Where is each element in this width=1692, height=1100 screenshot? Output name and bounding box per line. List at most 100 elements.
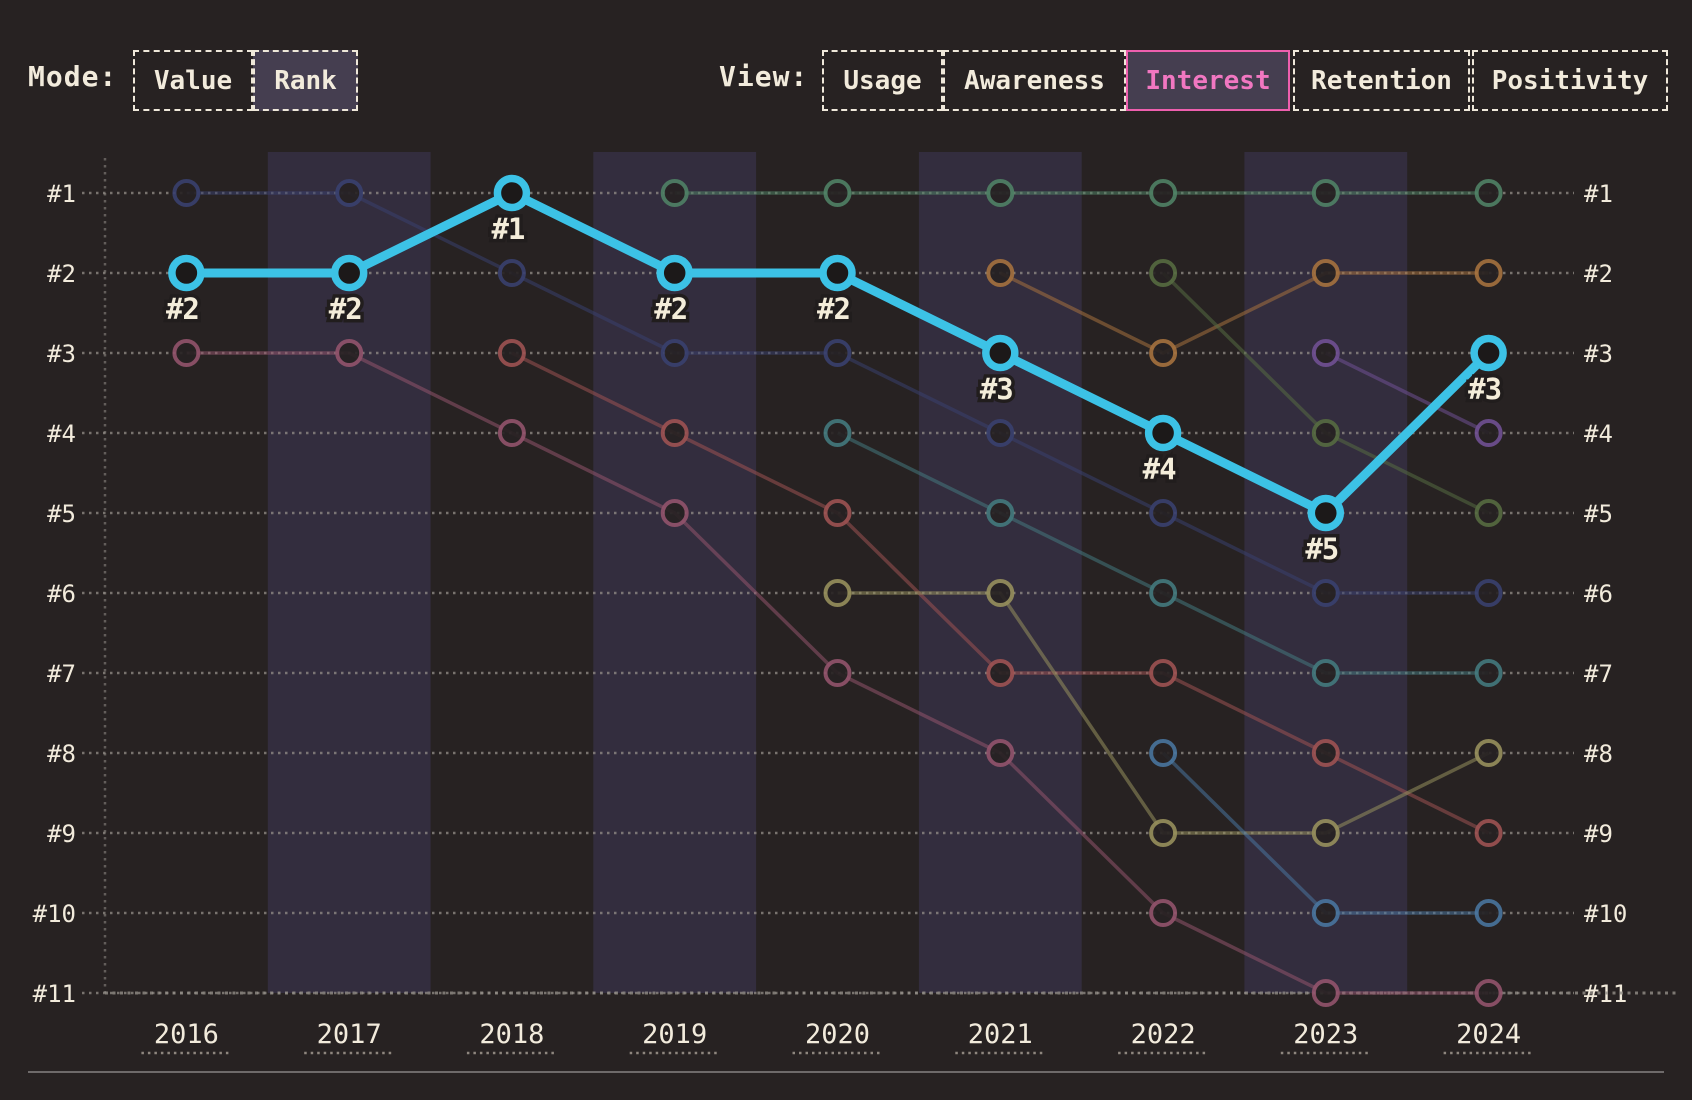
red-series-point[interactable] — [660, 419, 689, 447]
highlighted-series-point[interactable] — [1470, 334, 1507, 372]
navy-series-point[interactable] — [660, 339, 689, 367]
red-series-point[interactable] — [1149, 659, 1178, 687]
y-label-left-9: #9 — [47, 820, 76, 848]
view-option-awareness[interactable]: Awareness — [943, 50, 1126, 111]
navy-series-point[interactable] — [1311, 579, 1340, 607]
green-series-point[interactable] — [986, 179, 1015, 207]
darkgreen-series[interactable] — [1149, 259, 1503, 527]
highlighted-series-point[interactable] — [819, 254, 856, 292]
khaki-series-point[interactable] — [986, 579, 1015, 607]
highlighted-series-point-label: #4 — [1143, 452, 1176, 486]
highlighted-series-point[interactable] — [656, 254, 693, 292]
x-label-2021[interactable]: 2021 — [968, 1019, 1033, 1050]
highlighted-series-point[interactable] — [330, 254, 368, 292]
rose-series-point[interactable] — [172, 339, 201, 367]
y-label-left-2: #2 — [47, 260, 76, 288]
mode-option-rank[interactable]: Rank — [253, 50, 358, 111]
x-label-2016[interactable]: 2016 — [154, 1019, 219, 1050]
teal-series[interactable] — [823, 419, 1503, 687]
rose-series-point[interactable] — [823, 659, 852, 687]
khaki-series-point[interactable] — [1311, 819, 1340, 847]
view-option-retention[interactable]: Retention — [1293, 50, 1470, 111]
y-label-right-4: #4 — [1584, 420, 1613, 448]
x-label-2023[interactable]: 2023 — [1293, 1019, 1358, 1050]
highlighted-series-point[interactable] — [982, 334, 1019, 372]
khaki-series[interactable] — [823, 579, 1503, 847]
x-label-2024[interactable]: 2024 — [1456, 1019, 1521, 1050]
khaki-series-point[interactable] — [1149, 819, 1178, 847]
view-option-positivity[interactable]: Positivity — [1472, 50, 1668, 111]
y-label-right-7: #7 — [1584, 660, 1613, 688]
highlighted-series[interactable]: #2 #2 #1 #2 #2 #3 #4 #5 #3 — [162, 174, 1507, 570]
rose-series-point[interactable] — [1149, 899, 1178, 927]
darkgreen-series-point[interactable] — [1149, 259, 1178, 287]
blue-series-point[interactable] — [1149, 739, 1178, 767]
teal-series-point[interactable] — [1311, 659, 1340, 687]
highlighted-series-point[interactable] — [1144, 414, 1182, 452]
x-label-2018[interactable]: 2018 — [479, 1019, 544, 1050]
khaki-series-point[interactable] — [1474, 739, 1503, 767]
teal-series-point[interactable] — [1474, 659, 1503, 687]
orange-series-point[interactable] — [1474, 259, 1503, 287]
view-option-usage[interactable]: Usage — [822, 50, 943, 111]
rose-series-point[interactable] — [1311, 979, 1340, 1007]
navy-series-point[interactable] — [986, 419, 1015, 447]
y-label-left-6: #6 — [47, 580, 76, 608]
red-series-point[interactable] — [497, 339, 526, 367]
blue-series-point[interactable] — [1311, 899, 1340, 927]
darkgreen-series-point[interactable] — [1474, 499, 1503, 527]
khaki-series-point[interactable] — [823, 579, 852, 607]
blue-series-point[interactable] — [1474, 899, 1503, 927]
navy-series-point[interactable] — [1149, 499, 1178, 527]
green-series-point[interactable] — [1474, 179, 1503, 207]
x-label-2019[interactable]: 2019 — [642, 1019, 707, 1050]
blue-series[interactable] — [1149, 739, 1503, 927]
year-band-2019 — [593, 152, 757, 993]
red-series-point[interactable] — [823, 499, 852, 527]
x-label-2022[interactable]: 2022 — [1131, 1019, 1196, 1050]
rose-series-point[interactable] — [660, 499, 689, 527]
navy-series-point[interactable] — [497, 259, 526, 287]
highlighted-series-point-label: #2 — [654, 292, 687, 326]
rose-series-point[interactable] — [497, 419, 526, 447]
green-series-point[interactable] — [660, 179, 689, 207]
green-series-point[interactable] — [1149, 179, 1178, 207]
rose-series-point[interactable] — [1474, 979, 1503, 1007]
teal-series-point[interactable] — [1149, 579, 1178, 607]
y-label-left-10: #10 — [33, 900, 76, 928]
red-series[interactable] — [497, 339, 1503, 847]
darkgreen-series-point[interactable] — [1311, 419, 1340, 447]
x-label-2020[interactable]: 2020 — [805, 1019, 870, 1050]
teal-series-point[interactable] — [823, 419, 852, 447]
green-series[interactable] — [660, 179, 1503, 207]
navy-series-point[interactable] — [1474, 579, 1503, 607]
highlighted-series-point[interactable] — [168, 254, 205, 292]
green-series-point[interactable] — [823, 179, 852, 207]
red-series-point[interactable] — [1474, 819, 1503, 847]
purple-series[interactable] — [1311, 339, 1503, 447]
year-band-2017 — [267, 152, 431, 993]
navy-series[interactable] — [172, 179, 1503, 607]
highlighted-series-point[interactable] — [1307, 494, 1345, 532]
mode-option-value[interactable]: Value — [133, 50, 253, 111]
navy-series-point[interactable] — [172, 179, 201, 207]
orange-series-point[interactable] — [1311, 259, 1340, 287]
rose-series-point[interactable] — [335, 339, 364, 367]
rose-series[interactable] — [172, 339, 1503, 1007]
navy-series-point[interactable] — [335, 179, 364, 207]
orange-series-point[interactable] — [1149, 339, 1178, 367]
red-series-point[interactable] — [1311, 739, 1340, 767]
highlighted-series-point[interactable] — [493, 174, 531, 212]
purple-series-point[interactable] — [1311, 339, 1340, 367]
orange-series-point[interactable] — [986, 259, 1015, 287]
orange-series[interactable] — [986, 259, 1503, 367]
navy-series-point[interactable] — [823, 339, 852, 367]
green-series-point[interactable] — [1311, 179, 1340, 207]
rose-series-point[interactable] — [986, 739, 1015, 767]
x-label-2017[interactable]: 2017 — [317, 1019, 382, 1050]
teal-series-point[interactable] — [986, 499, 1015, 527]
purple-series-point[interactable] — [1474, 419, 1503, 447]
y-label-right-10: #10 — [1584, 900, 1627, 928]
view-option-interest[interactable]: Interest — [1126, 50, 1290, 111]
red-series-point[interactable] — [986, 659, 1015, 687]
